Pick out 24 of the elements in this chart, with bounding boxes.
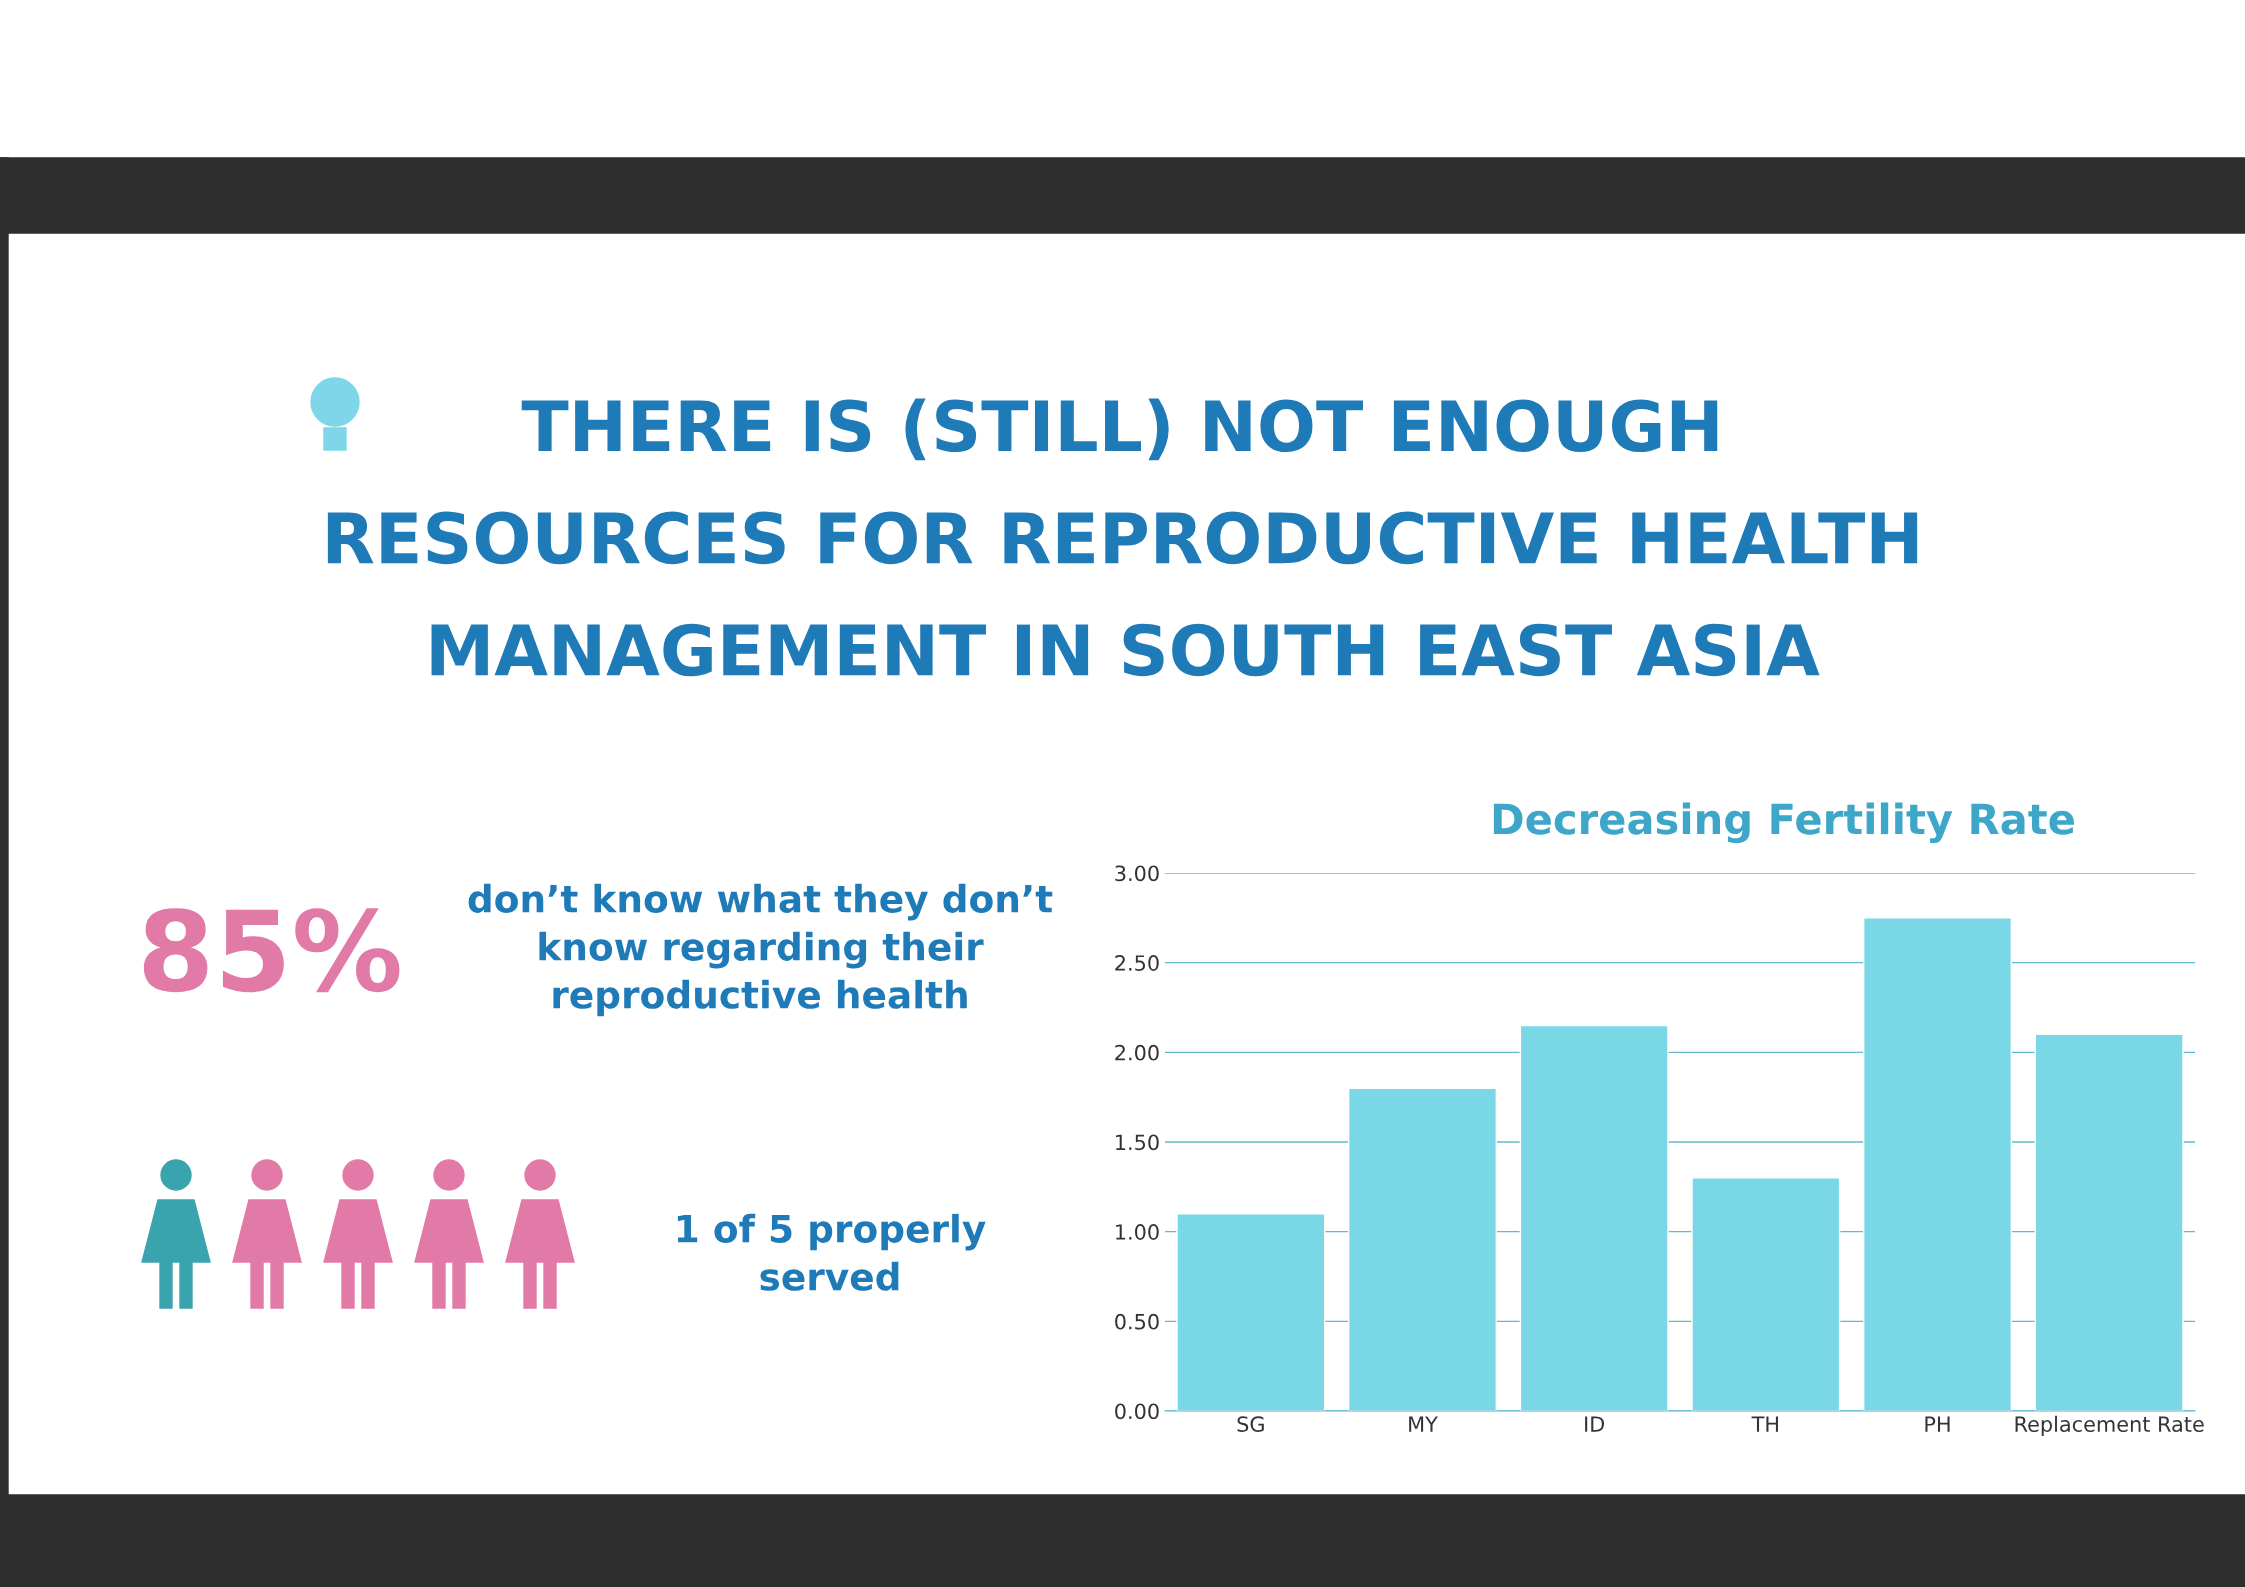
text: don’t know what they don’t know regarding their reproductive health [468,883,1053,1017]
y-tick-label: 1.50 [1116,1134,1159,1151]
bar [2034,1033,2184,1411]
y-tick-label: 0.50 [1115,1313,1159,1330]
bar [1519,1024,1669,1411]
bar [1691,1177,1841,1411]
x-tick-label: Replacement Rate [2015,1415,2204,1437]
x-tick-label: MY [1409,1416,1438,1432]
bar [1176,1213,1326,1411]
text: 1 of 5 properly served [677,1213,986,1291]
text: 85% [143,908,400,993]
y-tick-label: 2.50 [1115,955,1159,971]
x-tick-label: ID [1585,1416,1605,1432]
bar [1347,1087,1498,1411]
y-tick-label: 0.00 [1115,1403,1159,1420]
chart-title: Decreasing Fertility Rate [1493,802,2074,844]
y-tick-label: 1.00 [1116,1224,1159,1240]
x-tick-label: SG [1237,1416,1264,1432]
y-tick-label: 2.00 [1115,1044,1159,1061]
y-tick-label: 3.00 [1115,865,1159,882]
x-tick-label: PH [1925,1416,1950,1432]
text: THERE IS (STILL) NOT ENOUGH RESOURCES FOR REPRODUCTIVE HEALTH MANAGEMENT IN SOUTH EAST ASIA [327,398,1918,677]
bar [1862,917,2013,1411]
x-tick-label: TH [1751,1416,1778,1432]
